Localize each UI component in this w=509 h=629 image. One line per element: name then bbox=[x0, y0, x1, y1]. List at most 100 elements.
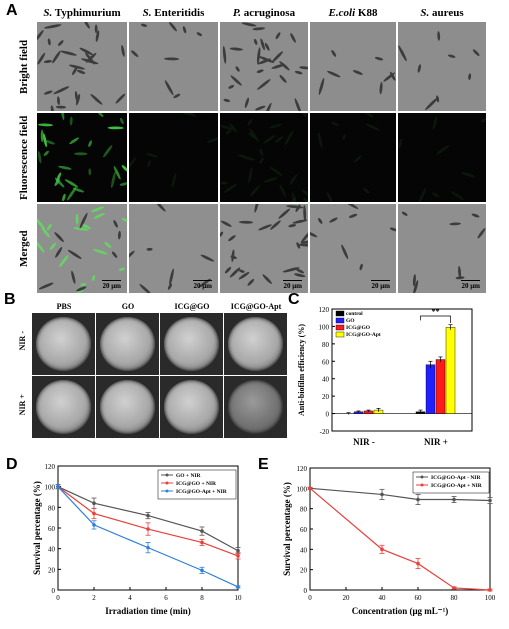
legend-label: ICG@GO-Apt bbox=[346, 332, 381, 338]
panel-c-label: C bbox=[288, 291, 300, 308]
legend-marker bbox=[165, 481, 169, 485]
agar-plate bbox=[163, 380, 220, 434]
data-point bbox=[92, 523, 96, 527]
legend-label: ICG@GO-Apt + NIR bbox=[176, 489, 228, 495]
data-point bbox=[146, 513, 150, 518]
y-tick-label: 100 bbox=[45, 484, 56, 492]
micrograph-fl-2 bbox=[220, 113, 308, 202]
legend-swatch bbox=[335, 317, 345, 324]
x-tick-label: 0 bbox=[56, 594, 60, 602]
agar-plate bbox=[99, 317, 156, 371]
data-point bbox=[92, 501, 96, 505]
scale-bar: 20 μm bbox=[102, 280, 121, 290]
y-tick-label: 80 bbox=[48, 504, 56, 512]
data-point bbox=[236, 585, 240, 589]
x-tick-label: 2 bbox=[92, 594, 96, 602]
y-tick-label: -20 bbox=[320, 428, 330, 436]
dish-column-header-1: GO bbox=[121, 302, 135, 311]
legend-box bbox=[412, 471, 490, 494]
bar-ICG@GO bbox=[435, 359, 446, 414]
x-tick-label: 4 bbox=[128, 594, 132, 602]
series-line-ICG@GO-Apt + NIR bbox=[309, 487, 491, 591]
data-point bbox=[200, 529, 204, 533]
data-point bbox=[452, 497, 456, 502]
panel-d-label: D bbox=[6, 456, 18, 473]
legend-label: ICG@GO bbox=[346, 325, 371, 331]
data-point bbox=[236, 548, 240, 553]
y-tick-label: 0 bbox=[304, 587, 308, 595]
legend-label: GO bbox=[346, 318, 355, 324]
x-axis-label: Concentration (μg mL⁻¹) bbox=[352, 606, 449, 616]
micrograph-fl-0 bbox=[37, 113, 127, 202]
agar-plate bbox=[35, 317, 92, 371]
petri-dish bbox=[32, 376, 95, 438]
legend-swatch bbox=[335, 331, 345, 338]
y-tick-label: 120 bbox=[45, 463, 56, 471]
dish-column-header-3: ICG@GO-Apt bbox=[230, 302, 282, 311]
micrograph-fl-4 bbox=[398, 113, 486, 202]
x-tick-label: 100 bbox=[485, 594, 496, 602]
petri-dish bbox=[32, 313, 95, 375]
micrograph-mg-3: 20 μm bbox=[310, 204, 396, 293]
y-tick-label: 60 bbox=[300, 526, 308, 534]
y-tick-label: 0 bbox=[52, 587, 56, 595]
x-tick-label: 80 bbox=[451, 594, 459, 602]
y-tick-label: 40 bbox=[322, 376, 330, 384]
y-tick-label: 60 bbox=[322, 358, 330, 366]
petri-dish bbox=[160, 313, 223, 375]
scale-bar: 20 μm bbox=[283, 280, 302, 290]
x-tick-label: 0 bbox=[308, 594, 312, 602]
data-point bbox=[452, 586, 456, 590]
micrograph-bf-4 bbox=[398, 22, 486, 111]
petri-dish bbox=[224, 313, 287, 375]
legend-label: GO + NIR bbox=[176, 473, 202, 479]
agar-plate bbox=[35, 380, 92, 434]
y-tick-label: 60 bbox=[48, 525, 56, 533]
x-category-label: NIR + bbox=[424, 437, 448, 447]
y-tick-label: 100 bbox=[297, 485, 308, 493]
micrograph-fl-3 bbox=[310, 113, 396, 202]
data-point bbox=[380, 492, 384, 497]
agar-plate bbox=[227, 317, 284, 371]
y-tick-label: 40 bbox=[300, 546, 308, 554]
data-point bbox=[380, 547, 384, 552]
micrograph-mg-1: 20 μm bbox=[129, 204, 218, 293]
y-tick-label: 40 bbox=[48, 546, 56, 554]
data-point bbox=[236, 554, 240, 558]
y-axis-label: Survival percentage (%) bbox=[32, 481, 42, 575]
agar-plate bbox=[163, 317, 220, 371]
scale-bar: 20 μm bbox=[461, 280, 480, 290]
y-tick-label: 100 bbox=[319, 323, 330, 331]
data-point bbox=[488, 588, 492, 592]
series-line-ICG@GO-Apt + NIR bbox=[57, 486, 239, 588]
column-header-4: S. aureus bbox=[420, 7, 464, 19]
data-point bbox=[146, 545, 150, 550]
legend-marker bbox=[165, 473, 169, 477]
x-axis-label: Irradiation time (min) bbox=[105, 606, 191, 616]
legend-label: ICG@GO + NIR bbox=[176, 481, 217, 487]
micrograph-fl-1 bbox=[129, 113, 218, 202]
y-tick-label: 20 bbox=[48, 566, 56, 574]
micrograph-mg-2: 20 μm bbox=[220, 204, 308, 293]
x-tick-label: 10 bbox=[235, 594, 243, 602]
x-tick-label: 8 bbox=[200, 594, 204, 602]
chart-e: 0 20 40 60 80 100 120 0 20 40 60 80 100 Concentration… bbox=[282, 465, 496, 616]
scale-bar: 20 μm bbox=[371, 280, 390, 290]
data-point bbox=[488, 498, 492, 503]
row-label-1: Fluorescence field bbox=[18, 115, 30, 200]
legend-marker bbox=[420, 475, 424, 479]
plot-frame bbox=[331, 308, 473, 432]
column-header-3: E.coli K88 bbox=[328, 7, 378, 19]
micrograph-mg-0: 20 μm bbox=[37, 204, 127, 293]
significance-bracket bbox=[420, 315, 451, 323]
significance-marker: ** bbox=[432, 307, 440, 316]
y-tick-label: 120 bbox=[297, 465, 308, 473]
data-point bbox=[146, 527, 150, 531]
legend-swatch bbox=[335, 324, 345, 331]
y-tick-label: 20 bbox=[300, 567, 308, 575]
x-tick-label: 40 bbox=[379, 594, 387, 602]
petri-dish bbox=[160, 376, 223, 438]
y-axis-label: Anti-biofilm efficiency (%) bbox=[297, 324, 306, 416]
legend-label: ICG@GO-Apt + NIR bbox=[431, 483, 483, 489]
row-label-2: Merged bbox=[18, 230, 30, 267]
